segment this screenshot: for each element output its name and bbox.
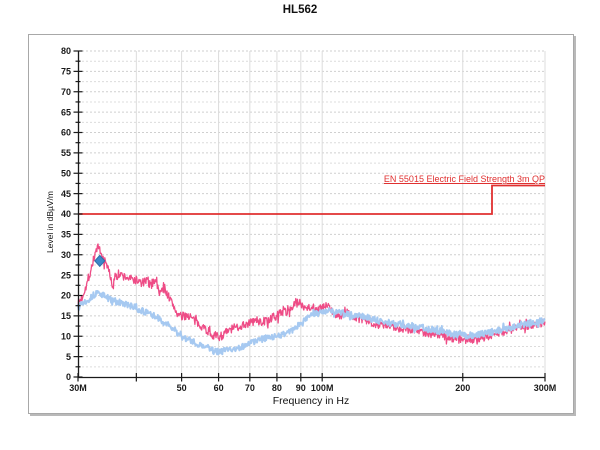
x-tick-label: 100M: [311, 383, 334, 393]
y-tick-label: 30: [61, 250, 71, 260]
axes-group: 0 5 10 15 20 25 30 35 40 45 50 55 60 65 70 75 80 30M 50 60 7…: [61, 46, 556, 393]
marker-diamond: [94, 254, 106, 268]
x-tick-label: 200: [455, 383, 470, 393]
x-tick-label: 30M: [69, 383, 87, 393]
x-axis-title: Frequency in Hz: [272, 395, 350, 407]
y-axis-title: Level in dBµV/m: [45, 190, 55, 254]
average-trace-path: [77, 290, 546, 356]
y-tick-label: 75: [61, 67, 71, 77]
x-tick-label: 70: [245, 383, 255, 393]
y-tick-label: 25: [61, 270, 71, 280]
limit-label: EN 55015 Electric Field Strength 3m QP: [383, 174, 545, 184]
y-tick-label: 65: [61, 107, 71, 117]
limit-line-path: [78, 184, 545, 215]
quasi-peak-trace-path: [77, 243, 546, 345]
y-tick-label: 60: [61, 128, 71, 138]
y-tick-label: 10: [61, 331, 71, 341]
y-tick-label: 50: [61, 168, 71, 178]
x-tick-label: 60: [214, 383, 224, 393]
y-tick-label: 80: [61, 46, 71, 56]
y-tick-label: 35: [61, 230, 71, 240]
y-tick-label: 45: [61, 189, 71, 199]
x-tick-label: 90: [296, 383, 306, 393]
y-tick-label: 40: [61, 209, 71, 219]
chart-title: HL562: [282, 4, 318, 16]
x-tick-label: 80: [272, 383, 282, 393]
y-tick-label: 55: [61, 148, 71, 158]
y-tick-label: 20: [61, 291, 71, 301]
x-tick-label: 300M: [534, 383, 557, 393]
x-tick-label: 50: [177, 383, 187, 393]
y-tick-label: 0: [66, 372, 71, 382]
y-tick-label: 5: [66, 352, 71, 362]
traces-group: [77, 184, 546, 356]
y-tick-label: 70: [61, 87, 71, 97]
y-tick-label: 15: [61, 311, 71, 321]
